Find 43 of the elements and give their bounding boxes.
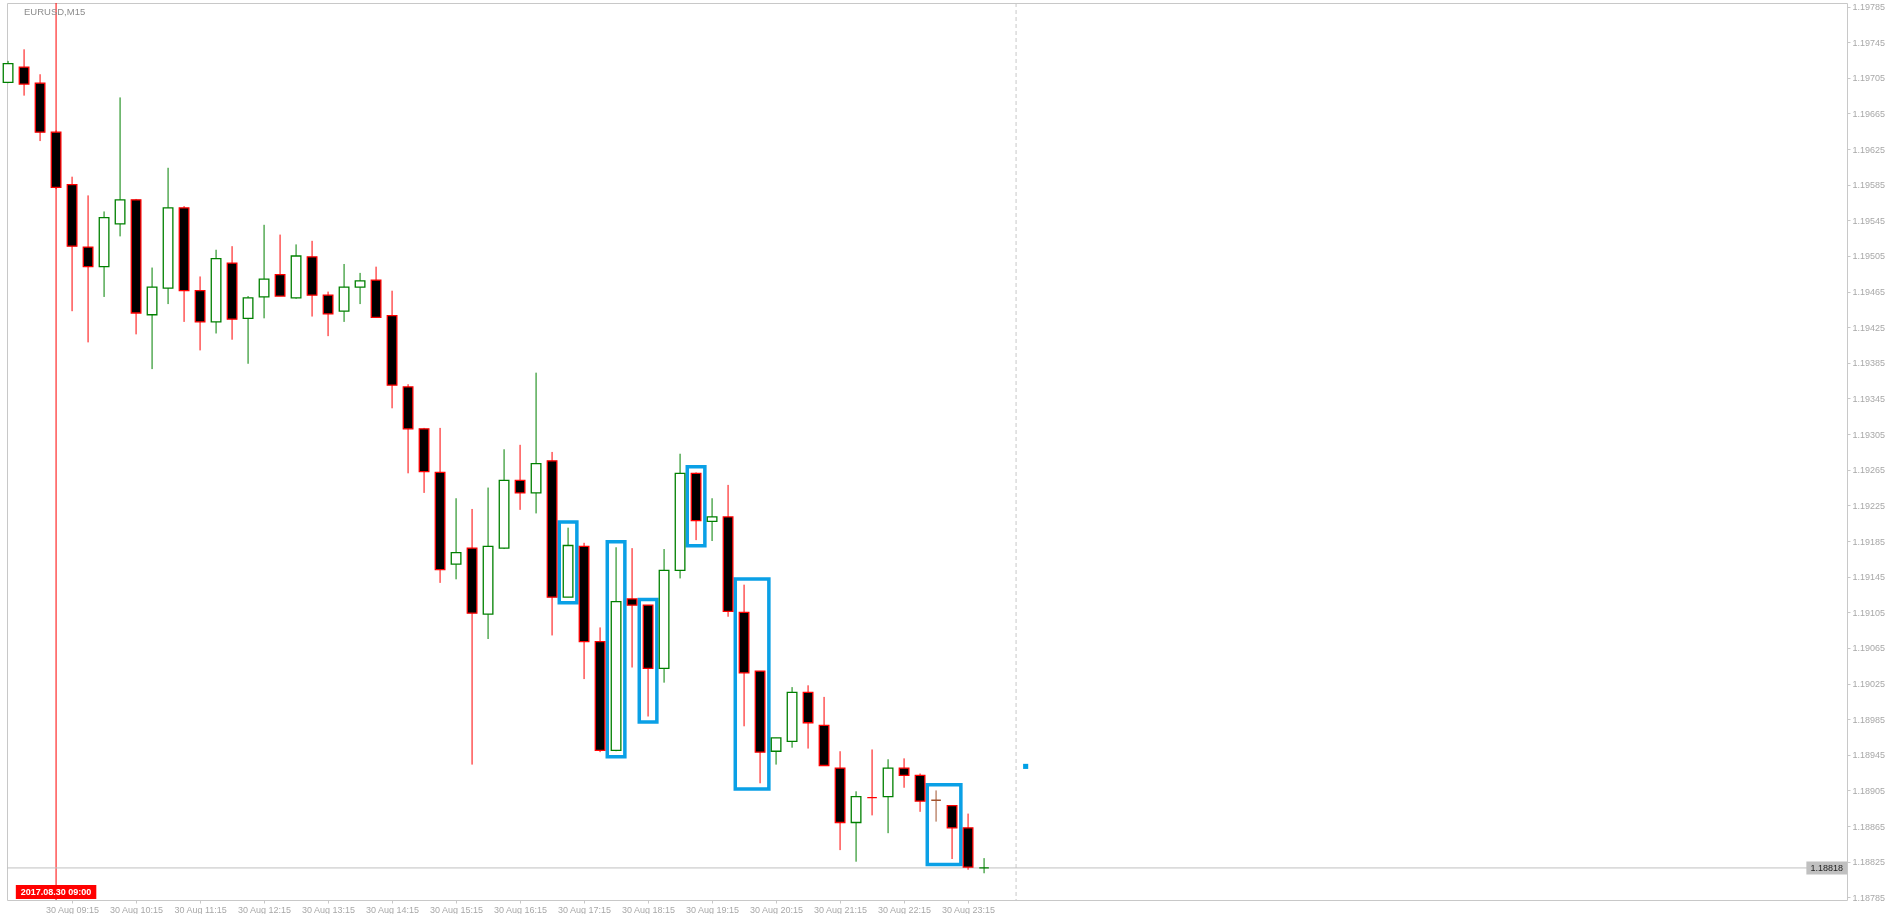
y-tick-label: 1.18785 bbox=[1852, 892, 1886, 903]
x-tick-label: 30 Aug 10:15 bbox=[110, 904, 164, 915]
x-tick-label: 30 Aug 18:15 bbox=[622, 904, 676, 915]
y-tick-label: 1.18905 bbox=[1852, 785, 1886, 796]
y-tick-label: 1.19185 bbox=[1852, 536, 1886, 547]
y-tick-label: 1.19305 bbox=[1852, 429, 1886, 440]
x-tick-label: 30 Aug 16:15 bbox=[494, 904, 548, 915]
y-tick-label: 1.19225 bbox=[1852, 500, 1886, 511]
ref-line-label: 2017.08.30 09:00 bbox=[20, 887, 92, 897]
y-tick-label: 1.19105 bbox=[1852, 607, 1886, 618]
x-tick-label: 30 Aug 15:15 bbox=[430, 904, 484, 915]
ref-line-label: 1.18818 bbox=[1810, 862, 1843, 873]
y-tick-label: 1.18945 bbox=[1852, 750, 1886, 761]
x-tick-label: 30 Aug 12:15 bbox=[238, 904, 292, 915]
y-tick-label: 1.19505 bbox=[1852, 251, 1886, 262]
x-tick-label: 30 Aug 14:15 bbox=[366, 904, 420, 915]
y-tick-label: 1.19625 bbox=[1852, 144, 1886, 155]
y-tick-label: 1.19065 bbox=[1852, 643, 1886, 654]
x-tick-label: 30 Aug 17:15 bbox=[558, 904, 612, 915]
y-tick-label: 1.19545 bbox=[1852, 215, 1886, 226]
y-tick-label: 1.19425 bbox=[1852, 322, 1886, 333]
x-tick-label: 30 Aug 21:15 bbox=[814, 904, 868, 915]
y-tick-label: 1.18985 bbox=[1852, 714, 1886, 725]
y-tick-label: 1.19145 bbox=[1852, 572, 1886, 583]
y-tick-label: 1.19345 bbox=[1852, 394, 1886, 404]
x-tick-label: 30 Aug 13:15 bbox=[302, 904, 356, 915]
x-tick-label: 30 Aug 11:15 bbox=[174, 904, 227, 915]
y-tick-label: 1.19465 bbox=[1852, 287, 1886, 298]
x-tick-label: 30 Aug 09:15 bbox=[46, 904, 100, 915]
y-tick-label: 1.19025 bbox=[1852, 679, 1886, 690]
x-tick-label: 30 Aug 22:15 bbox=[878, 904, 932, 915]
y-tick-label: 1.19385 bbox=[1852, 358, 1886, 369]
y-tick-label: 1.19585 bbox=[1852, 180, 1886, 191]
y-tick-label: 1.19745 bbox=[1852, 37, 1886, 48]
y-tick-label: 1.19785 bbox=[1852, 2, 1886, 13]
x-tick-label: 30 Aug 23:15 bbox=[942, 904, 996, 915]
y-tick-label: 1.19265 bbox=[1852, 465, 1886, 476]
x-tick-label: 30 Aug 19:15 bbox=[686, 904, 740, 915]
y-tick-label: 1.19705 bbox=[1852, 73, 1886, 84]
y-tick-label: 1.19665 bbox=[1852, 108, 1886, 119]
x-tick-label: 30 Aug 20:15 bbox=[750, 904, 804, 915]
y-tick-label: 1.18865 bbox=[1852, 821, 1886, 832]
y-tick-label: 1.18825 bbox=[1852, 857, 1886, 868]
